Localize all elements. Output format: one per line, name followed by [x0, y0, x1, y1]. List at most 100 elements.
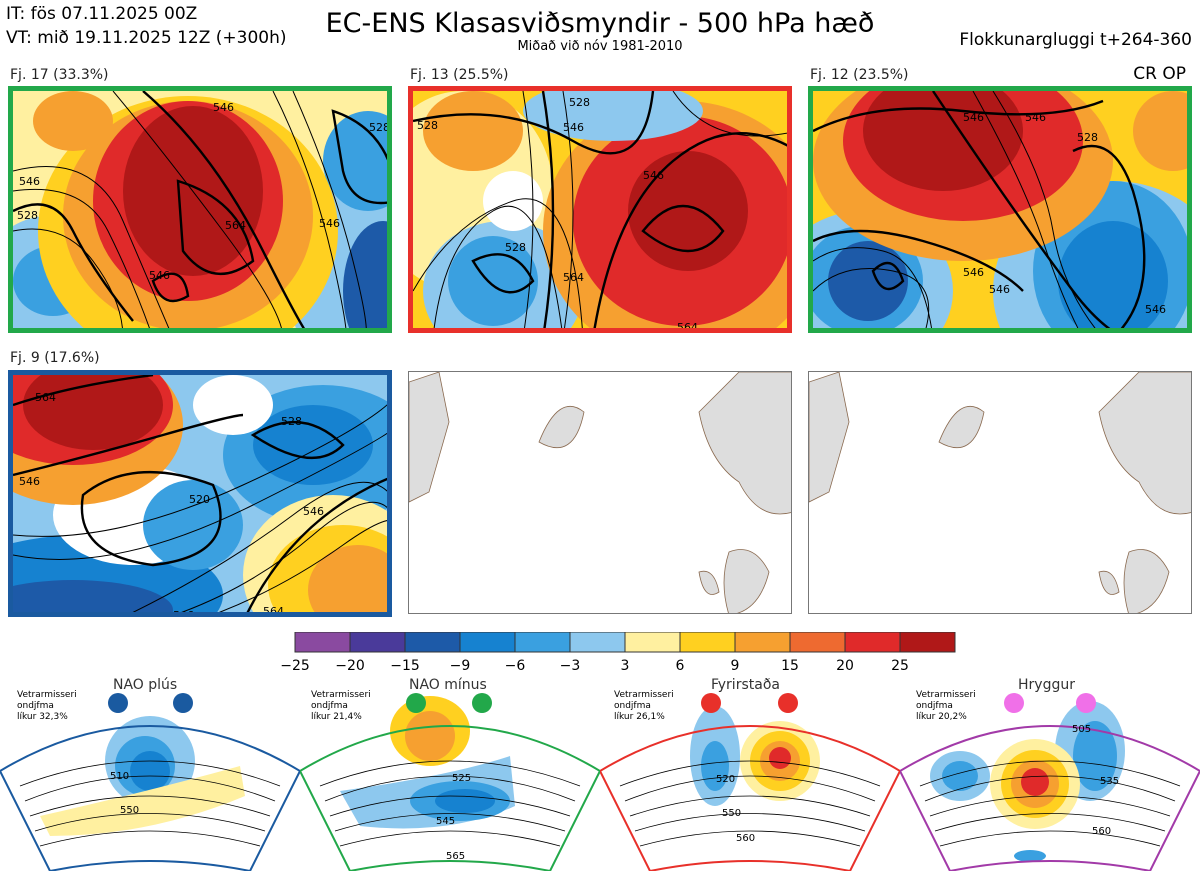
- contour-label: 564: [263, 605, 284, 617]
- regime-map: 525 545 565: [298, 693, 602, 873]
- contour-label: 546: [19, 475, 40, 488]
- cluster-label-1: Fj. 17 (33.3%): [10, 67, 109, 83]
- cluster-map-4: 564 546 528 520 546 546 564: [8, 370, 392, 617]
- regime-marker: [406, 693, 426, 713]
- colorbar-swatch: [899, 632, 956, 653]
- colorbar-swatch: [514, 632, 571, 653]
- initial-time: IT: fös 07.11.2025 00Z: [6, 4, 198, 24]
- anomaly-colorbar: −25 −20 −15 −9 −6 −3 3 6 9 15 20 25: [281, 632, 956, 672]
- cluster-map-3-graphic: 546 546 528 546 546 546: [813, 91, 1187, 328]
- regime-marker: [1004, 693, 1024, 713]
- contour-label: 550: [722, 808, 741, 819]
- empty-map-2: [808, 371, 1192, 614]
- colorbar-swatch: [734, 632, 791, 653]
- colorbar-swatch: [404, 632, 461, 653]
- empty-map-1-graphic: [409, 372, 791, 613]
- valid-time: VT: mið 19.11.2025 12Z (+300h): [6, 28, 287, 48]
- contour-label: 528: [505, 241, 526, 254]
- regime-map: 505 535 560: [898, 693, 1200, 873]
- regime-name: Fyrirstaða: [711, 677, 780, 693]
- contour-label: 528: [281, 415, 302, 428]
- cluster-map-4-graphic: 564 546 528 520 546 546 564: [13, 375, 387, 617]
- contour-label: 546: [319, 217, 340, 230]
- cluster-map-1: 546 546 564 546 528 546 528: [8, 86, 392, 333]
- colorbar-tick-label: 20: [836, 658, 854, 672]
- regime-name: NAO mínus: [409, 677, 487, 693]
- colorbar-swatch: [349, 632, 406, 653]
- regime-name: NAO plús: [113, 677, 178, 693]
- regime-marker: [472, 693, 492, 713]
- colorbar-tick-label: 3: [621, 658, 630, 672]
- contour-label: 564: [225, 219, 246, 232]
- cluster-map-2: 528 546 528 564 546 564 528: [408, 86, 792, 333]
- page-subtitle: Miðað við nóv 1981-2010: [517, 39, 683, 54]
- contour-label: 564: [35, 391, 56, 404]
- contour-label: 560: [1092, 826, 1111, 837]
- contour-label: 546: [563, 121, 584, 134]
- colorbar-swatch: [679, 632, 736, 653]
- regime-name: Hryggur: [1018, 677, 1075, 693]
- colorbar-tick-label: −15: [390, 658, 420, 672]
- contour-label: 565: [446, 851, 465, 862]
- contour-label: 525: [452, 773, 471, 784]
- contour-label: 546: [1025, 111, 1046, 124]
- colorbar-tick-label: 15: [781, 658, 799, 672]
- contour-label: 564: [563, 271, 584, 284]
- colorbar-swatch: [624, 632, 681, 653]
- contour-label: 528: [17, 209, 38, 222]
- colorbar-tick-label: −3: [560, 658, 581, 672]
- contour-label: 510: [110, 771, 129, 782]
- cluster-label-2: Fj. 13 (25.5%): [410, 67, 509, 83]
- cluster-map-2-graphic: 528 546 528 564 546 564 528: [413, 91, 787, 333]
- cluster-map-3: 546 546 528 546 546 546: [808, 86, 1192, 333]
- contour-label: 520: [189, 493, 210, 506]
- colorbar-swatch: [459, 632, 516, 653]
- page-title: EC-ENS Klasasviðsmyndir - 500 hPa hæð: [325, 8, 875, 39]
- colorbar-tick-label: 9: [731, 658, 740, 672]
- regime-blocking: 520 550 560 Fyrirstaða Vetrarmisseri ond…: [598, 676, 902, 873]
- regime-map: 520 550 560: [598, 693, 902, 873]
- regime-marker: [778, 693, 798, 713]
- colorbar-tick-label: 25: [891, 658, 909, 672]
- contour-label: 545: [436, 816, 455, 827]
- cluster-label-3: Fj. 12 (23.5%): [810, 67, 909, 83]
- colorbar-tick-label: −6: [505, 658, 526, 672]
- cluster-label-4: Fj. 9 (17.6%): [10, 350, 100, 366]
- regime-ridge: 505 535 560 Hryggur Vetrarmisseri ondjfm…: [898, 676, 1200, 873]
- contour-label: 528: [417, 119, 438, 132]
- contour-label: 546: [989, 283, 1010, 296]
- contour-label: 546: [643, 169, 664, 182]
- contour-label: 546: [173, 609, 194, 617]
- colorbar-tick-label: −25: [281, 658, 310, 672]
- colorbar-tick-label: −9: [450, 658, 471, 672]
- colorbar-swatch: [569, 632, 626, 653]
- contour-label: 546: [1145, 303, 1166, 316]
- contour-label: 564: [677, 321, 698, 333]
- colorbar-swatch: [294, 632, 351, 653]
- contour-label: 560: [736, 833, 755, 844]
- colorbar-tick-label: −20: [335, 658, 365, 672]
- contour-label: 546: [963, 266, 984, 279]
- contour-label: 528: [569, 96, 590, 109]
- contour-label: 528: [1077, 131, 1098, 144]
- contour-label: 546: [963, 111, 984, 124]
- contour-label: 550: [120, 805, 139, 816]
- contour-label: 546: [213, 101, 234, 114]
- empty-map-1: [408, 371, 792, 614]
- classification-window: Flokkunargluggi t+264-360: [959, 30, 1192, 50]
- empty-map-2-graphic: [809, 372, 1191, 613]
- contour-label: 520: [716, 774, 735, 785]
- cluster-map-1-graphic: 546 546 564 546 528 546 528: [13, 91, 390, 328]
- contour-label: 528: [369, 121, 390, 134]
- regime-probability: Vetrarmisseri ondjfma líkur 32,3%: [17, 690, 77, 722]
- regime-marker: [108, 693, 128, 713]
- contour-label: 546: [303, 505, 324, 518]
- regime-marker: [701, 693, 721, 713]
- contour-label: 535: [1100, 776, 1119, 787]
- colorbar-tick-label: 6: [676, 658, 685, 672]
- contour-label: 546: [149, 269, 170, 282]
- regime-map: 510 550: [0, 693, 302, 873]
- contour-label: 546: [19, 175, 40, 188]
- regime-nao-minus: 525 545 565 NAO mínus Vetrarmisseri ondj…: [298, 676, 602, 873]
- regime-marker: [1076, 693, 1096, 713]
